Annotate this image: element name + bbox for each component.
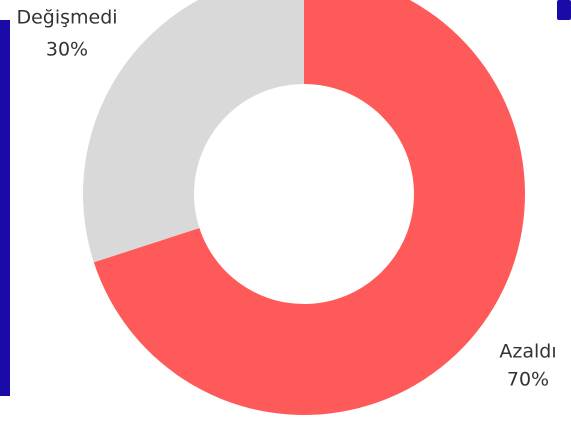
value-label: 30% — [46, 39, 88, 61]
slice-label: Azaldı — [499, 341, 556, 363]
slice — [93, 0, 525, 415]
slice — [83, 0, 304, 263]
slice-label: Değişmedi — [16, 7, 117, 29]
side-bar — [0, 20, 10, 396]
value-label: 70% — [507, 369, 549, 391]
corner-tab — [557, 0, 571, 20]
